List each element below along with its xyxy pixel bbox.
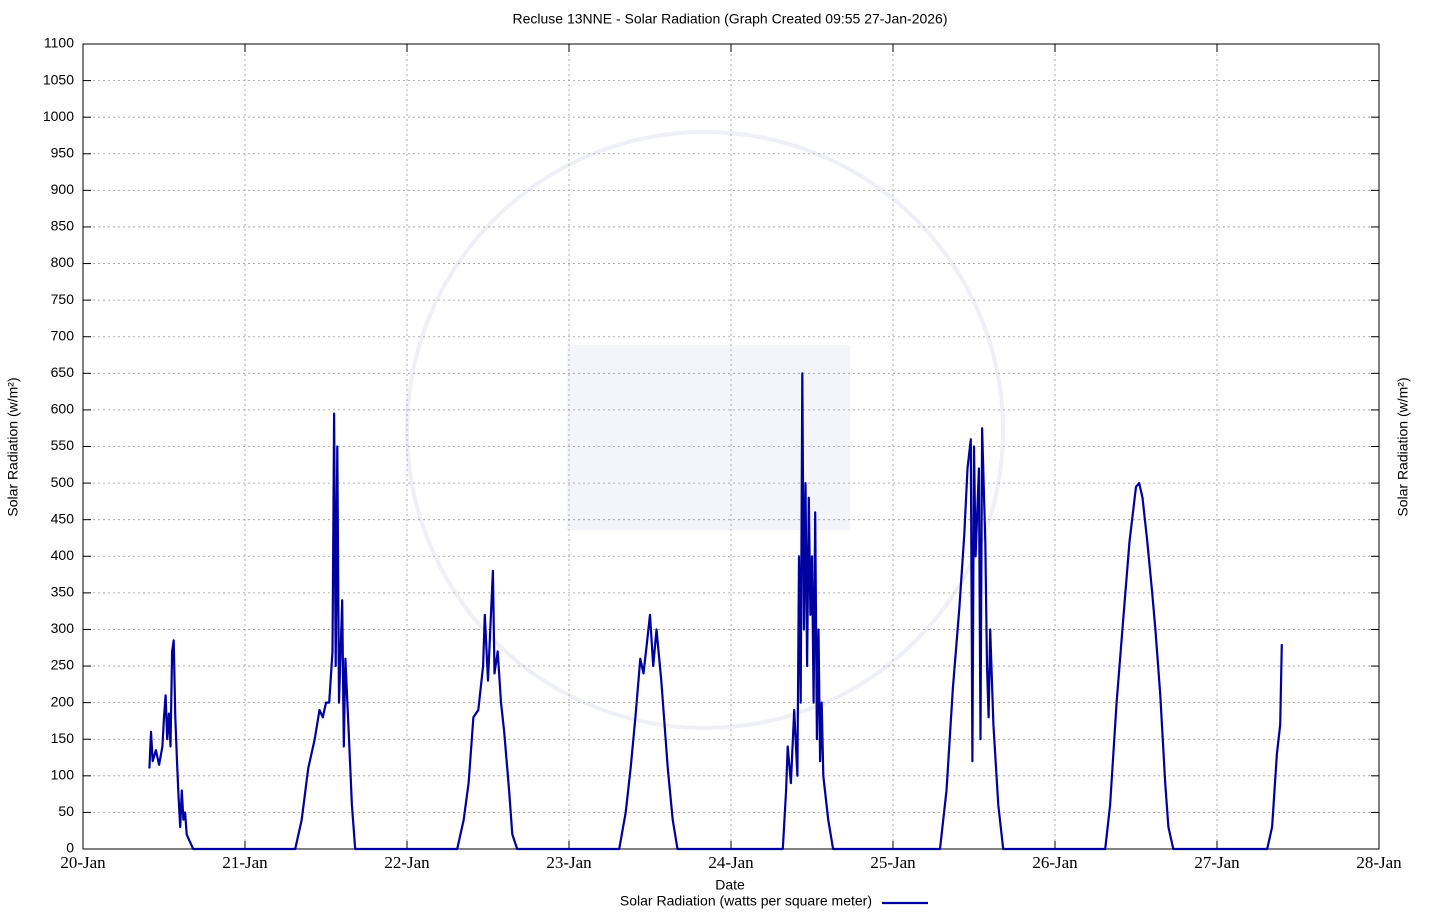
y-tick-label: 1000 xyxy=(43,108,74,124)
y-axis-label: Solar Radiation (w/m²) xyxy=(5,377,21,516)
y-tick-label: 950 xyxy=(51,144,75,160)
y-tick-label: 1050 xyxy=(43,71,74,87)
x-tick-label: 24-Jan xyxy=(708,853,754,872)
y-tick-label: 150 xyxy=(51,730,75,746)
y-tick-label: 650 xyxy=(51,364,75,380)
y-tick-label: 250 xyxy=(51,657,75,673)
y-tick-label: 750 xyxy=(51,291,75,307)
x-tick-label: 26-Jan xyxy=(1032,853,1078,872)
series-line xyxy=(148,372,1283,851)
y-tick-label: 1100 xyxy=(44,35,74,51)
x-tick-label: 28-Jan xyxy=(1356,853,1402,872)
y-tick-label: 450 xyxy=(51,510,75,526)
x-tick-label: 27-Jan xyxy=(1194,853,1240,872)
y-tick-label: 0 xyxy=(66,840,74,856)
y-tick-label: 50 xyxy=(58,803,74,819)
y-tick-label: 400 xyxy=(51,547,75,563)
x-tick-label: 21-Jan xyxy=(222,853,268,872)
y-tick-label: 550 xyxy=(51,437,75,453)
chart-title: Recluse 13NNE - Solar Radiation (Graph C… xyxy=(512,11,947,27)
y-tick-label: 350 xyxy=(51,584,75,600)
x-axis-label: Date xyxy=(715,877,745,893)
y-tick-label: 900 xyxy=(51,181,75,197)
legend-label: Solar Radiation (watts per square meter) xyxy=(620,893,872,909)
y-tick-label: 800 xyxy=(51,254,75,270)
x-tick-label: 23-Jan xyxy=(546,853,592,872)
watermark-flag xyxy=(567,345,850,530)
y-tick-label: 300 xyxy=(51,620,75,636)
x-tick-label: 25-Jan xyxy=(870,853,916,872)
y-tick-label: 600 xyxy=(51,401,75,417)
x-tick-label: 20-Jan xyxy=(60,853,106,872)
y-axis-label-right: Solar Radiation (w/m²) xyxy=(1395,377,1411,516)
x-tick-label: 22-Jan xyxy=(384,853,430,872)
y-tick-label: 500 xyxy=(51,474,75,490)
y-tick-label: 700 xyxy=(51,327,75,343)
y-tick-label: 850 xyxy=(51,218,75,234)
y-tick-label: 200 xyxy=(51,693,75,709)
y-tick-label: 100 xyxy=(51,767,75,783)
